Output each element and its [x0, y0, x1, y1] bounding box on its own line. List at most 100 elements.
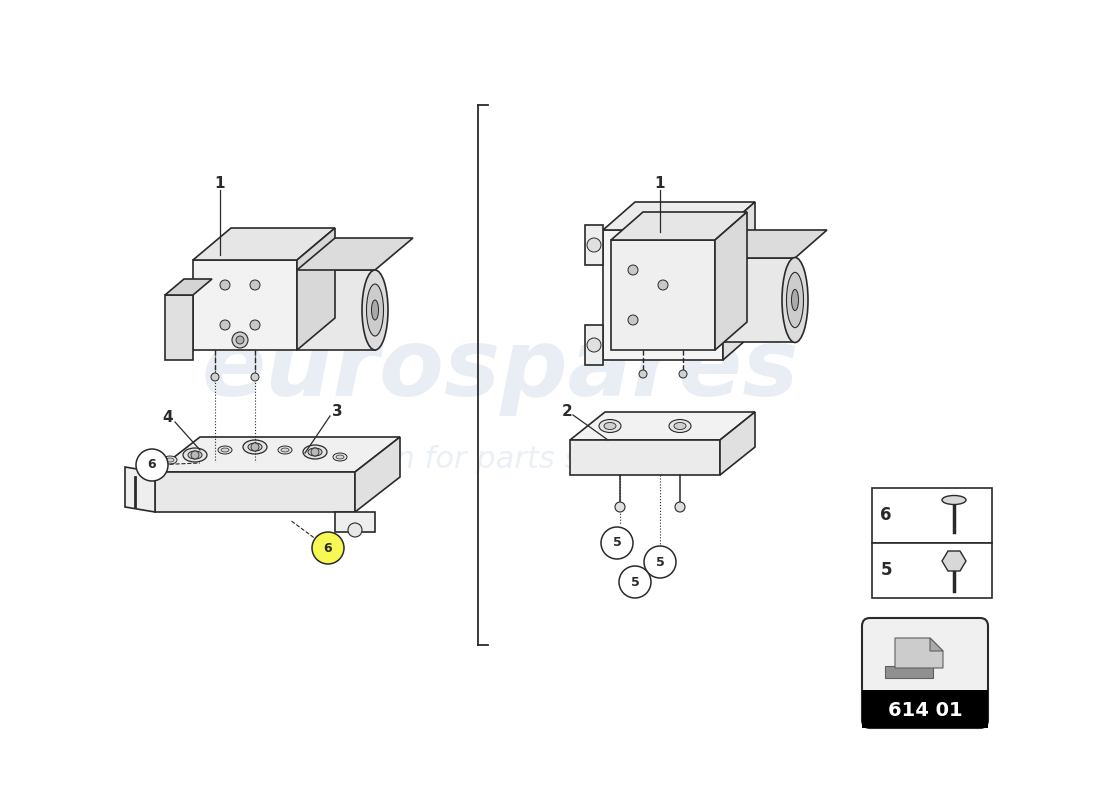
Text: 3: 3 — [332, 405, 342, 419]
Ellipse shape — [218, 446, 232, 454]
Circle shape — [675, 502, 685, 512]
Circle shape — [658, 280, 668, 290]
Circle shape — [619, 566, 651, 598]
Circle shape — [587, 338, 601, 352]
Polygon shape — [585, 325, 603, 365]
Text: a passion for parts since 1985: a passion for parts since 1985 — [270, 446, 730, 474]
Polygon shape — [603, 230, 723, 360]
Text: 6: 6 — [880, 506, 892, 524]
Ellipse shape — [674, 422, 686, 430]
Polygon shape — [610, 212, 747, 240]
Polygon shape — [155, 437, 400, 472]
Ellipse shape — [280, 448, 289, 452]
Circle shape — [644, 546, 676, 578]
Ellipse shape — [163, 456, 177, 464]
Text: 1: 1 — [654, 175, 666, 190]
Circle shape — [587, 238, 601, 252]
Polygon shape — [715, 258, 795, 342]
Text: 5: 5 — [630, 575, 639, 589]
Ellipse shape — [183, 448, 207, 462]
Text: 614 01: 614 01 — [888, 701, 962, 719]
Ellipse shape — [248, 443, 262, 451]
Polygon shape — [336, 512, 375, 532]
Text: 5: 5 — [613, 537, 621, 550]
Text: 4: 4 — [163, 410, 174, 426]
Circle shape — [628, 315, 638, 325]
FancyBboxPatch shape — [862, 690, 988, 728]
Circle shape — [220, 320, 230, 330]
Polygon shape — [723, 202, 755, 360]
Polygon shape — [297, 270, 375, 350]
Polygon shape — [165, 295, 192, 360]
Polygon shape — [895, 638, 943, 668]
Ellipse shape — [604, 422, 616, 430]
Ellipse shape — [333, 453, 346, 461]
Polygon shape — [297, 238, 412, 270]
Polygon shape — [585, 225, 603, 265]
Ellipse shape — [278, 446, 292, 454]
Circle shape — [628, 265, 638, 275]
Circle shape — [250, 280, 260, 290]
Circle shape — [639, 370, 647, 378]
Ellipse shape — [366, 284, 384, 336]
Polygon shape — [192, 260, 297, 350]
Circle shape — [679, 370, 688, 378]
Circle shape — [312, 532, 344, 564]
Ellipse shape — [243, 440, 267, 454]
Polygon shape — [942, 551, 966, 571]
Polygon shape — [715, 212, 747, 350]
Polygon shape — [720, 412, 755, 475]
Polygon shape — [715, 230, 827, 258]
Polygon shape — [570, 440, 721, 475]
Ellipse shape — [942, 495, 966, 505]
Ellipse shape — [792, 290, 799, 310]
Ellipse shape — [372, 300, 378, 320]
Text: 6: 6 — [323, 542, 332, 554]
Circle shape — [191, 451, 199, 459]
Circle shape — [220, 280, 230, 290]
Ellipse shape — [600, 419, 621, 433]
Ellipse shape — [221, 448, 229, 452]
Ellipse shape — [362, 270, 388, 350]
Circle shape — [251, 373, 258, 381]
Text: 5: 5 — [880, 561, 892, 579]
Circle shape — [136, 449, 168, 481]
Polygon shape — [886, 666, 933, 678]
Bar — [872, 488, 992, 543]
Polygon shape — [155, 472, 355, 512]
Text: eurospares: eurospares — [201, 324, 799, 416]
Ellipse shape — [782, 258, 808, 342]
Polygon shape — [165, 279, 212, 295]
Text: 6: 6 — [147, 458, 156, 471]
Polygon shape — [603, 202, 755, 230]
Circle shape — [311, 448, 319, 456]
Bar — [872, 543, 992, 598]
Polygon shape — [192, 228, 336, 260]
Text: 2: 2 — [562, 405, 572, 419]
Circle shape — [251, 443, 258, 451]
Ellipse shape — [786, 272, 803, 328]
FancyBboxPatch shape — [862, 618, 988, 728]
Ellipse shape — [188, 451, 202, 459]
Ellipse shape — [302, 445, 327, 459]
Polygon shape — [355, 437, 400, 512]
Bar — [862, 690, 988, 728]
Polygon shape — [297, 228, 336, 350]
Polygon shape — [930, 638, 943, 651]
Circle shape — [232, 332, 248, 348]
Text: 1: 1 — [214, 175, 225, 190]
Ellipse shape — [166, 458, 174, 462]
Circle shape — [348, 523, 362, 537]
Ellipse shape — [669, 419, 691, 433]
Polygon shape — [570, 412, 755, 440]
Text: 5: 5 — [656, 555, 664, 569]
Circle shape — [211, 373, 219, 381]
Ellipse shape — [336, 455, 344, 459]
Circle shape — [601, 527, 632, 559]
Polygon shape — [610, 240, 715, 350]
Circle shape — [250, 320, 260, 330]
Ellipse shape — [308, 448, 322, 456]
Circle shape — [236, 336, 244, 344]
Polygon shape — [125, 467, 155, 512]
Circle shape — [615, 502, 625, 512]
